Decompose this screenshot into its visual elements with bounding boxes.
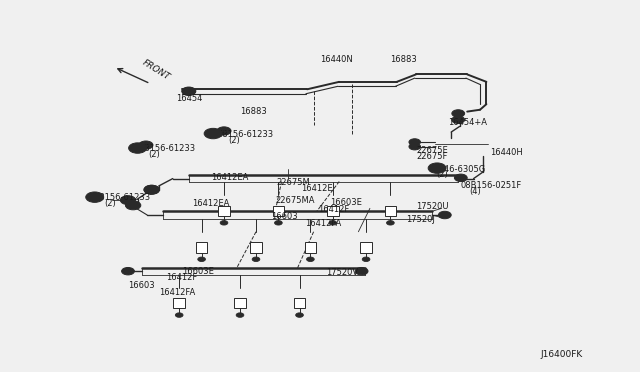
Text: J16400FK: J16400FK — [541, 350, 583, 359]
Circle shape — [452, 110, 465, 117]
Text: (2): (2) — [436, 170, 448, 179]
Circle shape — [204, 128, 222, 139]
Circle shape — [362, 257, 370, 262]
Circle shape — [432, 164, 445, 172]
Text: B: B — [135, 145, 140, 151]
Text: 08156-61233: 08156-61233 — [218, 130, 274, 139]
Text: 08146-6305G: 08146-6305G — [429, 165, 486, 174]
FancyBboxPatch shape — [360, 242, 372, 253]
Text: 08156-61233: 08156-61233 — [95, 193, 151, 202]
Circle shape — [387, 221, 394, 225]
Circle shape — [125, 201, 141, 210]
Text: 16883: 16883 — [240, 107, 267, 116]
Text: 22675E: 22675E — [416, 146, 448, 155]
Circle shape — [452, 116, 465, 124]
Text: 16412F: 16412F — [166, 273, 198, 282]
Text: 08156-61233: 08156-61233 — [140, 144, 196, 153]
Text: 16412F: 16412F — [318, 205, 349, 214]
Text: 16412E: 16412E — [301, 184, 332, 193]
Circle shape — [198, 257, 205, 262]
Circle shape — [454, 174, 467, 182]
Text: 16412EA: 16412EA — [192, 199, 229, 208]
Circle shape — [144, 185, 159, 194]
FancyBboxPatch shape — [173, 298, 185, 308]
Text: 22675F: 22675F — [416, 153, 447, 161]
Text: B: B — [92, 195, 97, 200]
FancyBboxPatch shape — [273, 206, 284, 216]
Text: 16412EA: 16412EA — [211, 173, 248, 182]
FancyBboxPatch shape — [305, 242, 316, 253]
Text: 16412FA: 16412FA — [159, 288, 195, 297]
Text: 16440N: 16440N — [320, 55, 353, 64]
Circle shape — [329, 221, 337, 225]
Circle shape — [355, 267, 368, 275]
Text: 16454+A: 16454+A — [448, 118, 487, 127]
Circle shape — [275, 221, 282, 225]
Text: 16454: 16454 — [176, 94, 202, 103]
Text: 16883: 16883 — [390, 55, 417, 64]
Text: (2): (2) — [228, 136, 239, 145]
Circle shape — [129, 143, 147, 153]
FancyBboxPatch shape — [327, 206, 339, 216]
Text: 16440H: 16440H — [490, 148, 522, 157]
Circle shape — [428, 163, 446, 173]
Circle shape — [409, 139, 420, 145]
Text: FRONT: FRONT — [141, 58, 172, 81]
Circle shape — [236, 313, 244, 317]
FancyBboxPatch shape — [250, 242, 262, 253]
FancyBboxPatch shape — [294, 298, 305, 308]
Text: 17520U: 17520U — [416, 202, 449, 211]
Text: B: B — [435, 166, 440, 171]
Text: 16603: 16603 — [128, 281, 155, 290]
Circle shape — [307, 257, 314, 262]
Circle shape — [122, 267, 134, 275]
Text: 22675M: 22675M — [276, 178, 310, 187]
Text: 16412FA: 16412FA — [305, 219, 341, 228]
Text: (4): (4) — [469, 187, 481, 196]
Circle shape — [182, 88, 195, 95]
Text: (2): (2) — [148, 150, 160, 159]
Circle shape — [144, 185, 159, 194]
Circle shape — [86, 192, 104, 202]
Circle shape — [139, 141, 153, 149]
Text: 17520J: 17520J — [406, 215, 435, 224]
Text: (2): (2) — [104, 199, 116, 208]
FancyBboxPatch shape — [385, 206, 396, 216]
Text: 16603E: 16603E — [182, 267, 214, 276]
Text: 16603: 16603 — [271, 212, 298, 221]
Circle shape — [175, 313, 183, 317]
Circle shape — [220, 221, 228, 225]
FancyBboxPatch shape — [218, 206, 230, 216]
Circle shape — [182, 88, 195, 95]
Circle shape — [252, 257, 260, 262]
Text: 16603E: 16603E — [330, 198, 362, 207]
Circle shape — [120, 196, 136, 205]
FancyBboxPatch shape — [234, 298, 246, 308]
Circle shape — [217, 127, 231, 135]
Circle shape — [182, 87, 196, 95]
Circle shape — [296, 313, 303, 317]
FancyBboxPatch shape — [196, 242, 207, 253]
Text: 08B156-0251F: 08B156-0251F — [461, 182, 522, 190]
Text: 17520V: 17520V — [326, 268, 358, 277]
Text: B: B — [211, 131, 216, 136]
Circle shape — [409, 143, 420, 150]
Circle shape — [438, 211, 451, 219]
Text: 22675MA: 22675MA — [275, 196, 315, 205]
